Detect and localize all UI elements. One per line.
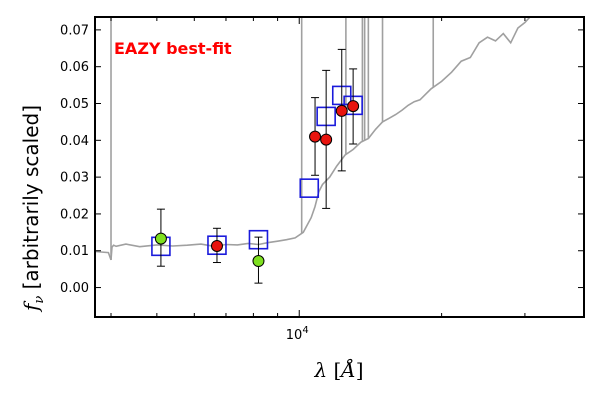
y-tick-label: 0.06: [60, 60, 89, 75]
y-tick-label: 0.07: [60, 23, 89, 38]
svg-text:fν [arbitrarily scaled]: fν [arbitrarily scaled]: [19, 105, 47, 313]
green-point-1: [252, 255, 265, 268]
y-tick-label: 0.03: [60, 171, 89, 186]
green-point-0: [154, 232, 167, 245]
model-box-3: [299, 178, 320, 198]
y-tick-label: 0.02: [60, 207, 89, 222]
axes: 0.00 0.01 0.02 0.03 0.04 0.05 0.06 0.07 104: [60, 16, 585, 343]
y-tick-label: 0.00: [60, 281, 89, 296]
annotation-label: EAZY best-fit: [114, 39, 232, 58]
svg-text:λ [Å]: λ [Å]: [313, 357, 363, 382]
plot-area: [95, 17, 532, 284]
red-point-2: [320, 133, 333, 146]
red-point-0: [210, 239, 223, 252]
plot-frame: [94, 16, 585, 318]
x-axis-title: λ [Å]: [313, 357, 363, 382]
template-spectrum-line: [95, 17, 532, 261]
y-axis-title: fν [arbitrarily scaled]: [19, 105, 47, 313]
y-tick-label: 0.01: [60, 244, 89, 259]
red-point-4: [347, 100, 360, 113]
y-tick-label: 0.05: [60, 97, 89, 112]
y-tick-label: 0.04: [60, 134, 89, 149]
red-point-1: [309, 130, 322, 143]
red-point-3: [335, 104, 348, 117]
y-axis-title-text: [arbitrarily scaled]: [19, 105, 43, 296]
x-tick-label: 104: [286, 325, 309, 343]
